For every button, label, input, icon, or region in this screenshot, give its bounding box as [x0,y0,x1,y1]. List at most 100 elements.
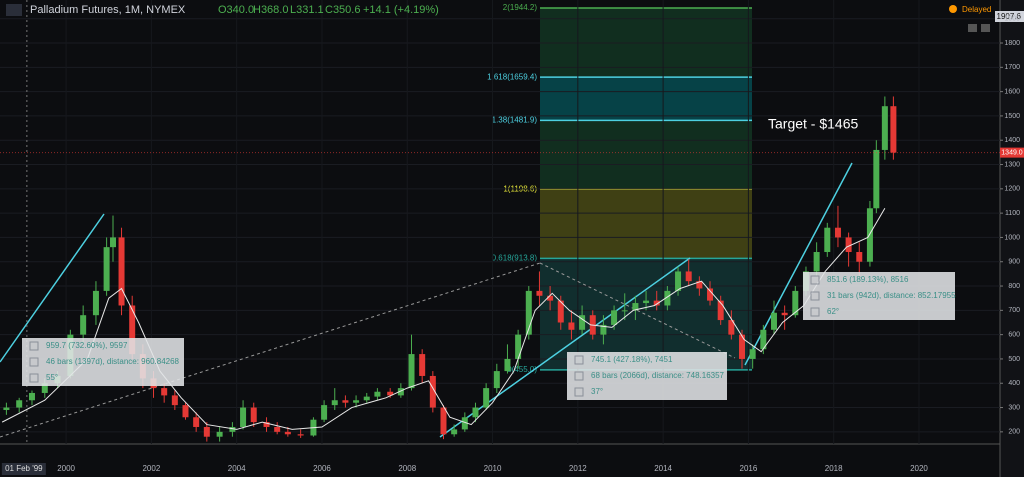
measure-icon [29,373,39,383]
trend-line [0,213,105,363]
y-tick-label: 900 [1008,259,1020,266]
candle-body [387,391,394,396]
measure-text: 31 bars (942d), distance: 852.17955 [827,291,956,300]
toolbar-button[interactable] [968,24,977,32]
x-tick-label: 2004 [228,464,246,473]
measure-text: 68 bars (2066d), distance: 748.16357 [591,371,725,380]
delayed-dot [949,5,957,13]
candle-body [472,407,479,418]
fib-label: 1.38(1481.9) [492,115,538,124]
candle-body [182,405,189,418]
x-tick-label: 2016 [740,464,758,473]
candle-body [408,354,415,389]
candle-body [250,407,257,423]
ohlc-close: C350.6 [325,4,360,16]
candle-body [171,395,178,406]
y-tick-label: 1400 [1004,137,1020,144]
y-tick-label: 1500 [1004,113,1020,120]
fib-band [540,120,752,190]
change: +14.1 (+4.19%) [363,4,439,16]
x-tick-label: 2000 [57,464,75,473]
measure-box [22,338,184,386]
y-tick-label: 1800 [1004,40,1020,47]
measure-box [803,272,955,320]
measure-text: 959.7 (732.60%), 9597 [46,341,128,350]
x-tick-label: 2010 [484,464,502,473]
candle-body [461,417,468,430]
candle-body [263,422,270,427]
top-price: 1907.6 [997,12,1022,21]
measure-text: 55° [46,373,58,382]
last-price-label: 1349.0 [1001,149,1023,156]
candle-body [873,149,880,209]
x-tick-label: 2020 [910,464,928,473]
candle-body [419,354,426,376]
candle-body [216,431,223,437]
candle-body [3,407,10,410]
measure-box [567,352,727,400]
status: Delayed [962,5,991,14]
measure-icon [810,275,820,285]
fib-label: 0(455.0) [507,365,537,374]
candle-body [440,407,447,435]
candle-body [110,237,117,248]
drawings [0,162,853,438]
candle-body [342,400,349,403]
candle-body [824,227,831,253]
toolbar-button[interactable] [981,24,990,32]
fib-label: 2(1944.2) [503,3,538,12]
candle-body [834,227,841,238]
candle-body [881,106,888,150]
candle-body [274,426,281,432]
symbol: Palladium Futures, 1M, NYMEX [30,4,186,16]
candle-body [451,429,458,435]
y-tick-label: 800 [1008,283,1020,290]
y-tick-label: 300 [1008,404,1020,411]
x-tick-label: 2018 [825,464,843,473]
measure-icon [29,341,39,351]
candle-body [103,247,110,291]
candle-body [525,290,532,335]
annotation: Target - $1465 [768,116,858,132]
candle-body [696,281,703,289]
candle-body [363,396,370,401]
x-tick-label: 2008 [398,464,416,473]
menu-button[interactable] [6,4,22,16]
candle-body [92,290,99,316]
top-price-box [995,11,1024,22]
candle-body [685,271,692,282]
measure-icon [810,291,820,301]
measure-icon [574,387,584,397]
crosshair-box [1,463,46,475]
candle-body [760,329,767,350]
y-tick-label: 1900 [1004,16,1020,23]
x-tick-label: 2002 [142,464,160,473]
dashed-line [0,262,541,438]
candle-body [611,310,618,325]
last-price-box [1000,147,1024,158]
candle-body [547,295,554,301]
candle-body [297,434,304,436]
trend-line [439,257,691,438]
candle-body [856,252,863,262]
candle-body [321,405,328,420]
candle-body [568,322,575,330]
measure-icon [810,307,820,317]
candle-body [161,388,168,396]
candle-body [397,388,404,396]
candle-body [600,324,607,335]
measure-icon [574,371,584,381]
y-tick-label: 700 [1008,307,1020,314]
x-tick-label: 2006 [313,464,331,473]
candle-body [707,288,714,301]
candle-body [845,237,852,253]
candle-body [374,391,381,397]
candle-body [643,300,650,304]
candle-body [536,290,543,296]
candle-body [118,237,125,306]
y-tick-label: 1000 [1004,234,1020,241]
candle-body [749,349,756,359]
